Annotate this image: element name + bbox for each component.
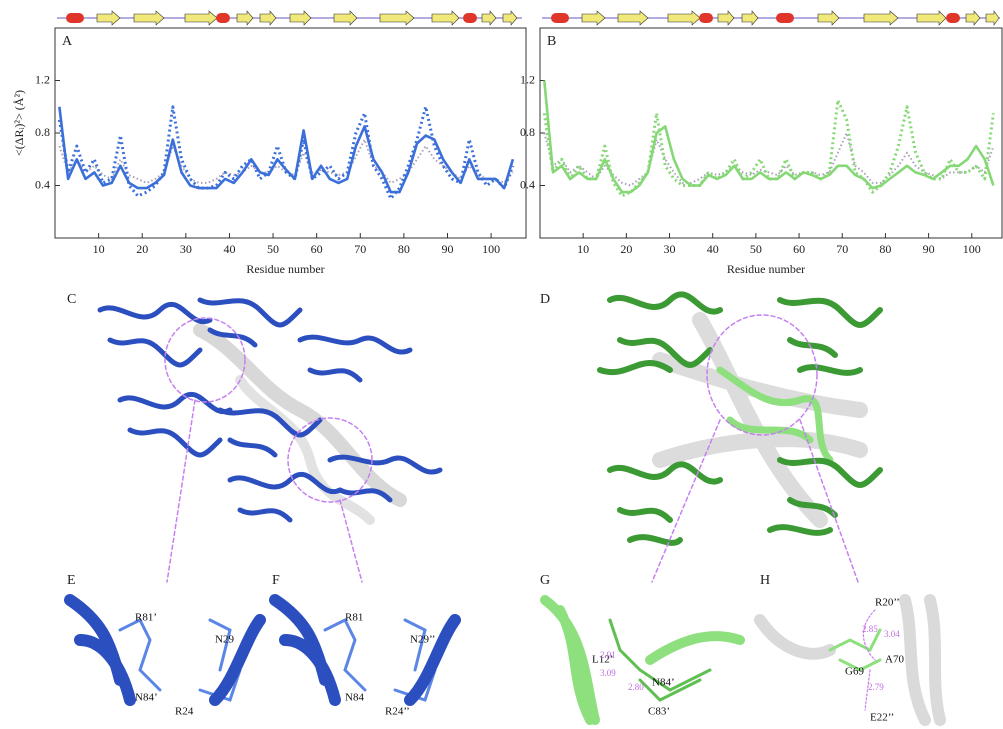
residue-label: G69 (845, 666, 864, 678)
y-tick-label: 0.4 (35, 177, 50, 191)
x-tick-label: 80 (879, 242, 891, 256)
x-tick-label: 40 (223, 242, 235, 256)
x-tick-label: 30 (180, 242, 192, 256)
y-axis-label: <(ΔRᵢ)²> (Å²) (12, 90, 26, 156)
distance-label: 2.79 (868, 682, 884, 692)
residue-label: N84’ (135, 692, 158, 704)
y-tick-label: 1.2 (520, 72, 535, 86)
x-tick-label: 90 (923, 242, 935, 256)
x-tick-label: 70 (354, 242, 366, 256)
panel-label: C (67, 292, 76, 307)
residue-label: N84’ (652, 677, 675, 689)
distance-label: 2.85 (862, 624, 878, 634)
x-tick-label: 70 (836, 242, 848, 256)
distance-label: 3.09 (600, 668, 616, 678)
panel-label: A (62, 34, 73, 49)
panel-label: D (540, 292, 550, 307)
structure-d (597, 291, 883, 583)
x-tick-label: 20 (136, 242, 148, 256)
panel-label: H (760, 573, 770, 588)
residue-label: L12’ (592, 654, 613, 666)
x-tick-label: 100 (482, 242, 500, 256)
data-line (542, 98, 995, 198)
residue-label: E22’’ (870, 712, 894, 724)
x-tick-label: 10 (577, 242, 589, 256)
residue-label: R20’’ (875, 597, 900, 609)
x-tick-label: 60 (311, 242, 323, 256)
plot-frame (54, 27, 527, 239)
y-tick-label: 0.4 (520, 177, 535, 191)
y-tick-label: 0.8 (520, 125, 535, 139)
x-axis-label: Residue number (246, 262, 324, 276)
data-line (57, 105, 515, 201)
x-tick-label: 90 (442, 242, 454, 256)
distance-label: 3.04 (884, 629, 900, 639)
structure-c (97, 297, 443, 583)
secondary-structure (57, 10, 1000, 26)
residue-label: R81’ (135, 612, 157, 624)
residue-label: N84 (345, 692, 364, 704)
x-tick-label: 40 (707, 242, 719, 256)
x-tick-label: 60 (793, 242, 805, 256)
x-tick-label: 100 (963, 242, 981, 256)
residue-label: R81 (345, 612, 363, 624)
x-tick-label: 50 (750, 242, 762, 256)
residue-label: C83’ (648, 706, 670, 718)
residue-label: N29 (215, 634, 234, 646)
plot-frame (539, 27, 1003, 239)
x-tick-label: 30 (664, 242, 676, 256)
residue-label: R24 (175, 706, 194, 718)
data-line (543, 132, 995, 187)
panel-label: G (540, 573, 550, 588)
y-tick-label: 0.8 (35, 125, 50, 139)
x-axis-label: Residue number (727, 262, 805, 276)
panel-label: B (547, 34, 556, 49)
panel-label: F (272, 573, 280, 588)
residue-label: A70 (885, 654, 904, 666)
x-tick-label: 10 (93, 242, 105, 256)
panel-label: E (67, 573, 76, 588)
data-line (543, 80, 995, 194)
distance-label: 2.91 (600, 650, 616, 660)
x-tick-label: 20 (620, 242, 632, 256)
data-line (58, 106, 515, 194)
residue-label: R24’’ (385, 706, 410, 718)
residue-label: N29’’ (410, 634, 435, 646)
distance-label: 2.80 (628, 682, 644, 692)
zoom-views (64, 594, 946, 726)
x-tick-label: 80 (398, 242, 410, 256)
y-tick-label: 1.2 (35, 72, 50, 86)
x-tick-label: 50 (267, 242, 279, 256)
